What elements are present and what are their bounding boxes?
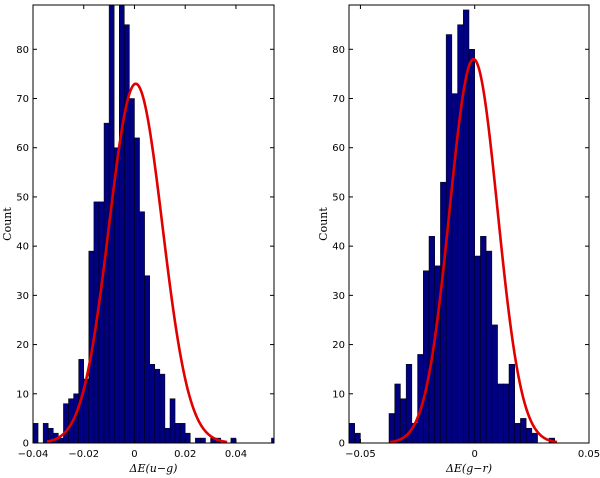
histogram-bar — [531, 432, 538, 443]
histogram-bar — [154, 368, 161, 443]
y-tick-label: 70 — [16, 94, 29, 105]
histogram-bar — [525, 427, 533, 443]
histogram-bar — [271, 437, 274, 443]
histogram-bar — [503, 383, 510, 443]
histogram-bar — [113, 147, 120, 443]
histogram-bar — [468, 49, 475, 443]
x-tick-label: 0.04 — [225, 449, 247, 460]
histogram-bar — [497, 383, 504, 443]
y-tick-label: 20 — [332, 340, 345, 351]
histogram-bar — [144, 275, 150, 443]
histogram-bar — [520, 418, 527, 443]
histogram-bar — [129, 98, 135, 443]
y-tick-label: 30 — [332, 291, 345, 302]
histogram-bar — [169, 398, 176, 443]
histogram-bar — [480, 236, 487, 443]
histogram-bar — [349, 423, 355, 443]
histogram-bar — [230, 437, 237, 443]
histogram-bar — [174, 423, 181, 443]
histogram-bar — [491, 324, 498, 443]
histogram-bar — [184, 432, 191, 443]
chart-panel-1: −0.04 −0.02 0 0.02 0.04 0 10 20 30 40 50 60 70 80 ΔE(u… — [1, 4, 275, 475]
histogram-bar — [457, 24, 464, 443]
histogram-bar — [134, 137, 140, 443]
histogram-bar — [63, 403, 69, 443]
histogram-bar — [440, 181, 447, 443]
histogram-bar — [485, 250, 493, 443]
y-tick-label: 20 — [16, 340, 29, 351]
y-tick-label: 0 — [339, 439, 345, 450]
y-tick-label: 50 — [16, 192, 29, 203]
histogram-bar — [514, 423, 521, 443]
x-tick-label: −0.02 — [68, 449, 99, 460]
x-tick-label: 0 — [131, 449, 137, 460]
plot-area — [349, 9, 558, 443]
axes-frame — [348, 4, 590, 444]
gaussian-fit-curve — [389, 57, 558, 443]
histogram-bar — [139, 211, 145, 443]
y-tick-label: 30 — [16, 291, 29, 302]
y-tick-label: 40 — [16, 242, 29, 253]
histogram-bar — [388, 413, 395, 443]
histogram-bar — [474, 255, 481, 443]
x-tick-label: 0 — [472, 449, 478, 460]
histogram-bar — [179, 423, 186, 443]
y-tick-label: 60 — [332, 143, 345, 154]
x-tick-label: −0.05 — [345, 449, 376, 460]
histogram-bar — [124, 24, 130, 443]
x-tick-label: 0.05 — [578, 449, 600, 460]
y-tick-label: 10 — [16, 389, 29, 400]
histogram-bar — [423, 270, 430, 443]
histogram-bar — [103, 122, 110, 443]
y-tick-label: 40 — [332, 242, 345, 253]
histogram-bar — [200, 437, 206, 443]
x-axis-label: ΔE(g−r) — [445, 462, 492, 475]
histogram-bar — [42, 423, 49, 443]
histogram-bar — [164, 427, 171, 443]
histogram-bar — [58, 437, 64, 443]
histogram-bar — [354, 432, 361, 443]
y-axis-label: Count — [1, 207, 14, 241]
histogram-bar — [195, 437, 201, 443]
y-tick-label: 0 — [23, 439, 29, 450]
plot-area — [33, 5, 274, 443]
histogram-bar — [119, 5, 125, 443]
y-tick-label: 60 — [16, 143, 29, 154]
y-tick-label: 10 — [332, 389, 345, 400]
y-axis-label: Count — [317, 207, 330, 241]
x-axis-label: ΔE(u−g) — [129, 462, 178, 475]
histogram-bar — [159, 373, 166, 443]
x-tick-label: −0.04 — [18, 449, 49, 460]
histogram-bar — [33, 423, 39, 443]
histogram-bar — [508, 364, 515, 443]
x-tick-label: 0.02 — [174, 449, 196, 460]
axes-frame — [32, 4, 275, 444]
histogram-bar — [149, 364, 156, 443]
histogram-bar — [98, 201, 105, 443]
y-tick-label: 70 — [332, 94, 345, 105]
y-tick-label: 80 — [332, 45, 345, 56]
y-tick-label: 50 — [332, 192, 345, 203]
y-tick-label: 80 — [16, 45, 29, 56]
gaussian-fit-curve — [46, 82, 228, 443]
histogram-bar — [394, 383, 401, 443]
